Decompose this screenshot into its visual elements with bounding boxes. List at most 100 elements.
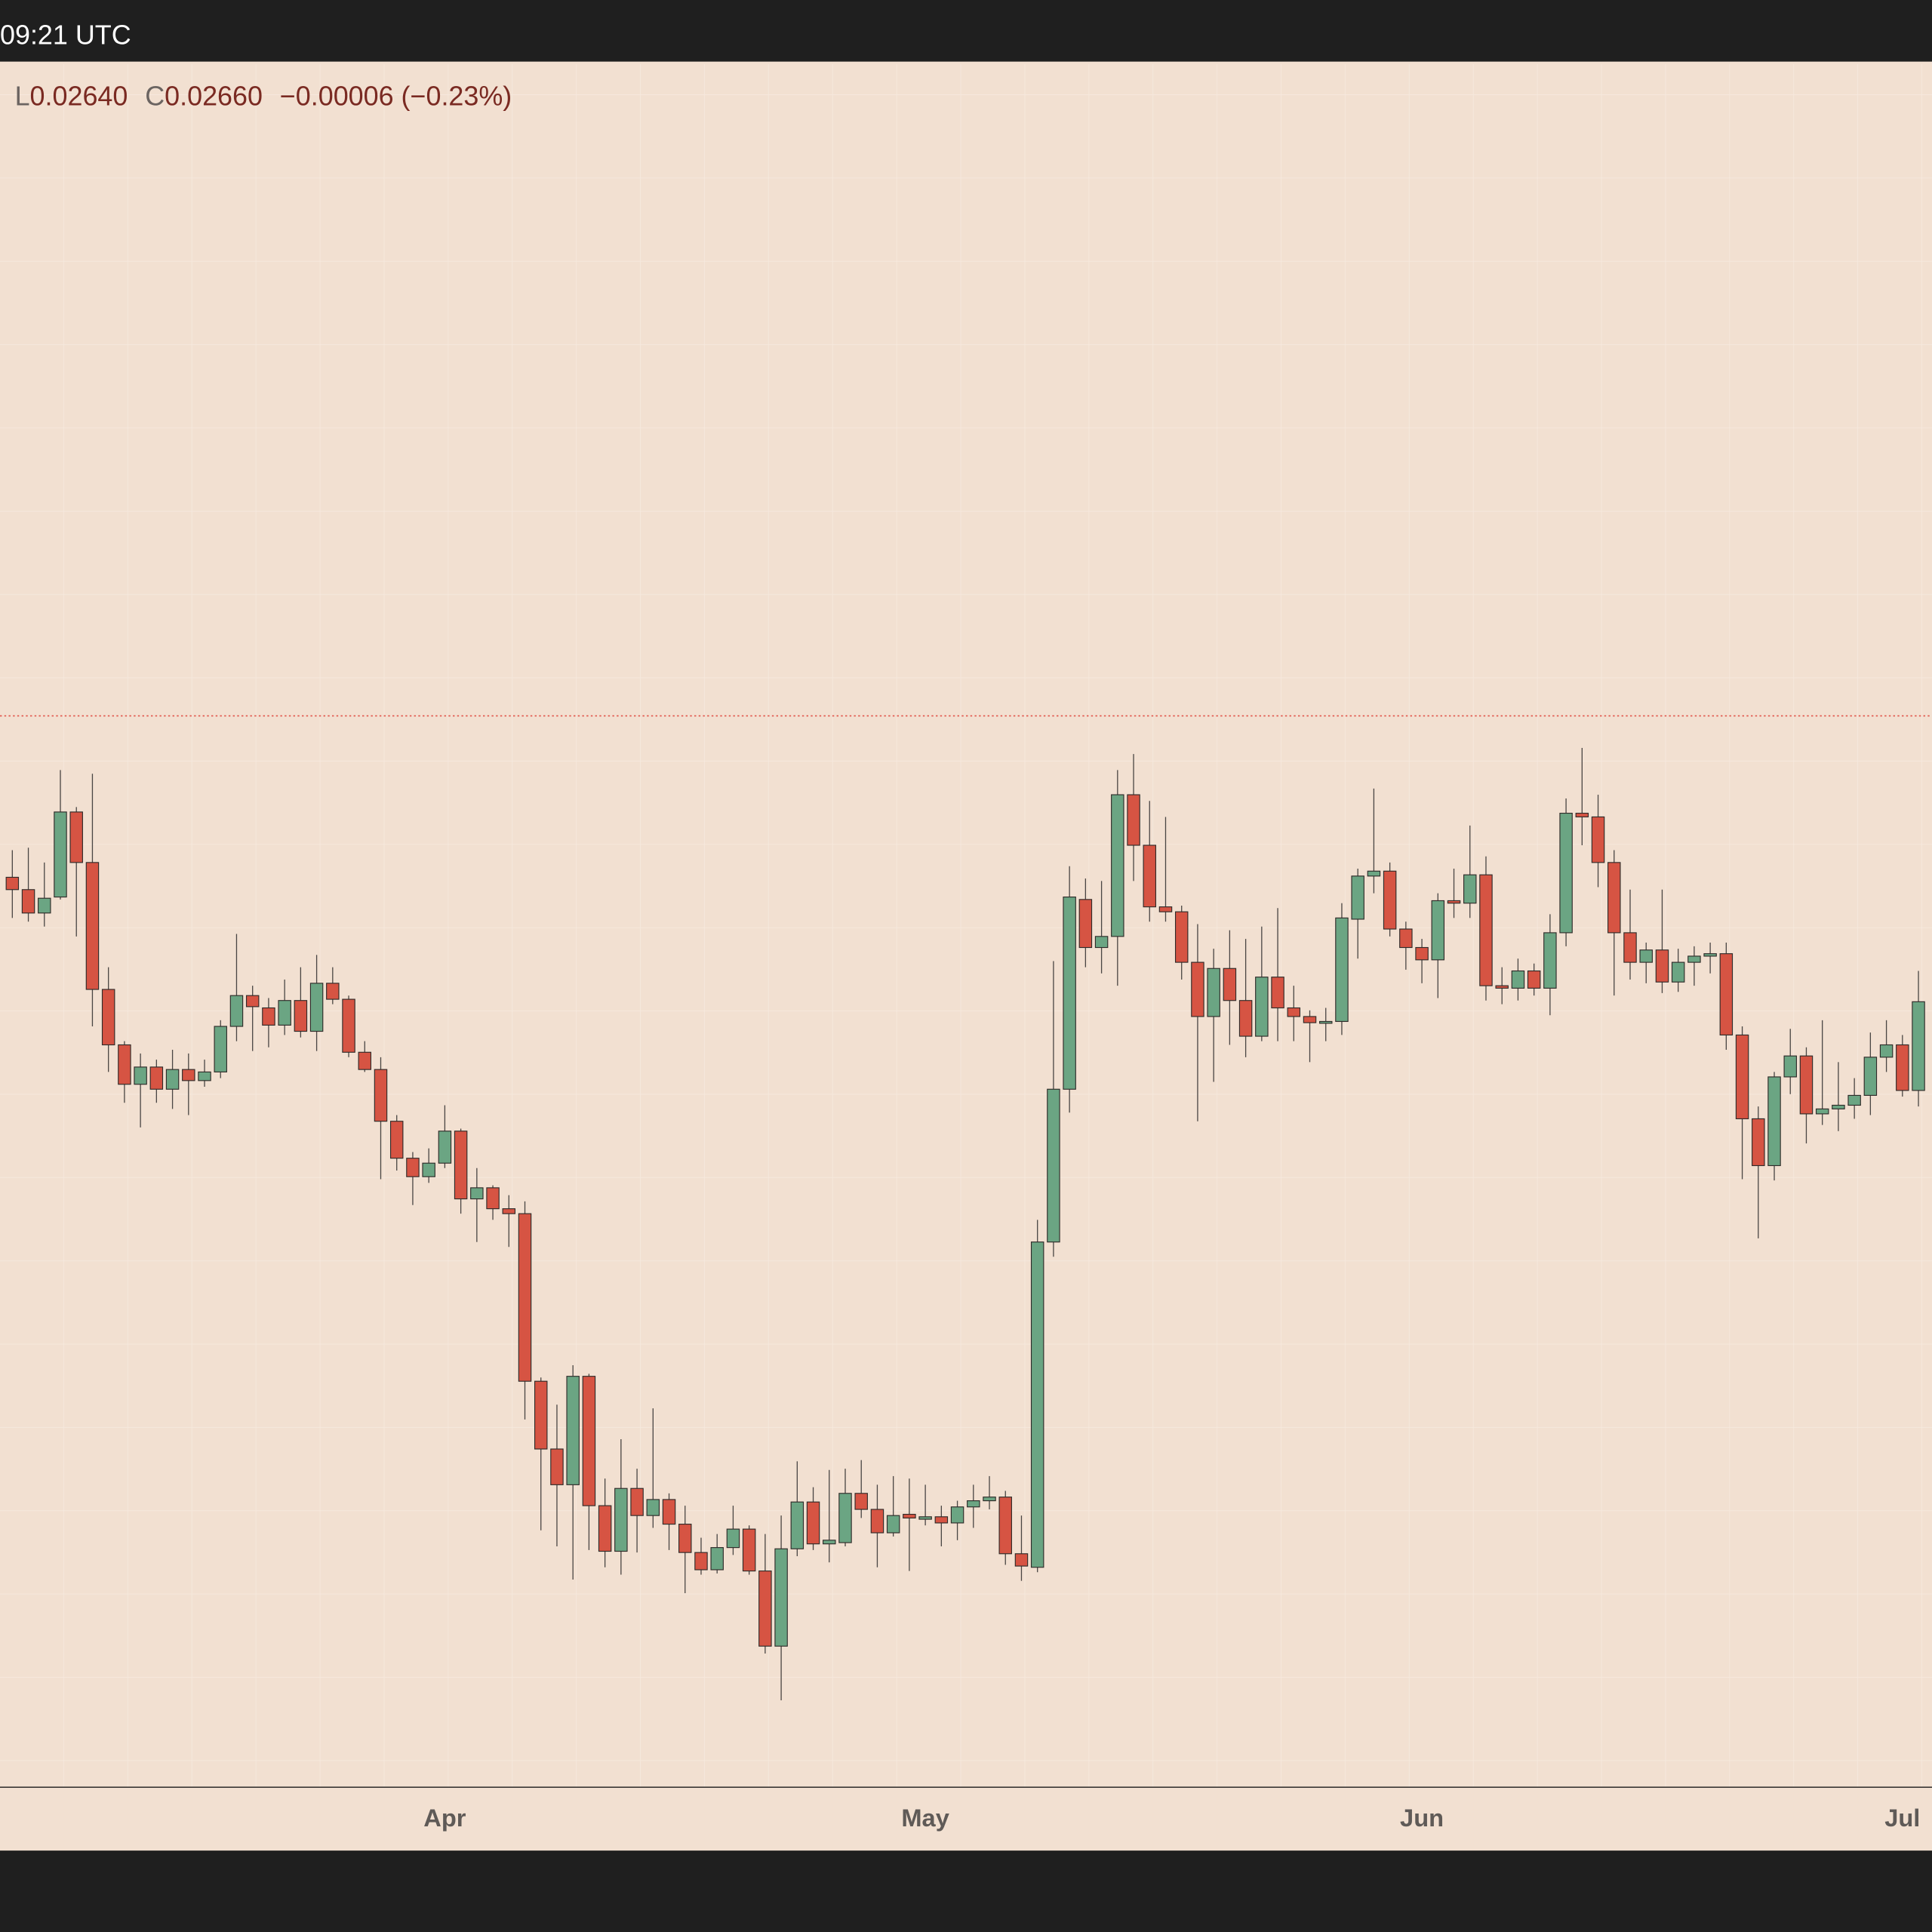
- candle-body: [165, 1069, 180, 1090]
- candle-body: [1655, 949, 1669, 983]
- candle-body: [1671, 961, 1685, 983]
- x-tick-label: May: [901, 1804, 949, 1832]
- candle-body: [694, 1552, 708, 1571]
- candle-body: [646, 1499, 660, 1516]
- candle-body: [967, 1500, 980, 1508]
- grid-background: [0, 63, 1932, 1787]
- candle-body: [1511, 970, 1525, 989]
- ohlc-header: L0.02640 C0.02660 −0.00006 (−0.23%): [15, 81, 512, 112]
- candle-body: [1063, 897, 1076, 1090]
- candle-body: [1303, 1016, 1317, 1023]
- candle-body: [1287, 1007, 1301, 1017]
- candle-body: [790, 1501, 804, 1549]
- candle-body: [950, 1506, 964, 1524]
- candle-body: [1431, 900, 1445, 961]
- candle-body: [1447, 900, 1461, 904]
- candle-body: [1879, 1044, 1894, 1058]
- candle-body: [1863, 1057, 1878, 1096]
- candle-body: [1591, 816, 1605, 863]
- candle-body: [54, 811, 67, 898]
- x-tick-label: Jul: [1884, 1804, 1920, 1832]
- candle-body: [1719, 953, 1734, 1035]
- candle-body: [823, 1540, 836, 1545]
- candle-body: [758, 1571, 772, 1647]
- candle-body: [983, 1497, 996, 1502]
- candle-body: [1623, 932, 1637, 963]
- candle-body: [1495, 985, 1509, 989]
- candle-body: [101, 989, 115, 1046]
- candle-body: [309, 983, 324, 1032]
- candle-body: [1158, 906, 1173, 912]
- header-value: 0.02660: [165, 81, 263, 112]
- candle-body: [1832, 1104, 1845, 1109]
- candle-body: [278, 1000, 291, 1026]
- candle-body: [486, 1187, 500, 1210]
- candle-body: [566, 1376, 580, 1485]
- candle-body: [1479, 874, 1493, 986]
- candle-body: [470, 1187, 484, 1200]
- candle-body: [806, 1501, 820, 1545]
- candle-body: [1047, 1088, 1060, 1243]
- candle-body: [118, 1044, 131, 1085]
- candle-body: [214, 1026, 227, 1072]
- candle-body: [1639, 949, 1653, 963]
- candle-body: [582, 1376, 596, 1506]
- candle-body: [870, 1509, 884, 1534]
- candle-body: [1559, 812, 1573, 934]
- candle-body: [1687, 955, 1701, 963]
- candle-body: [1127, 794, 1140, 846]
- header-label: L: [15, 81, 30, 112]
- candle-body: [1912, 1001, 1925, 1091]
- candle-body: [838, 1493, 852, 1543]
- candle-body: [1223, 968, 1237, 1001]
- candle-body: [69, 811, 83, 863]
- candle-body: [1014, 1553, 1029, 1567]
- candle-body: [1078, 899, 1093, 949]
- candle-body: [438, 1131, 452, 1164]
- candle-body: [726, 1528, 740, 1549]
- candle-body: [1399, 928, 1413, 949]
- candle-body: [5, 876, 20, 891]
- candle-body: [1030, 1241, 1044, 1568]
- candle-body: [614, 1487, 628, 1552]
- candle-body: [134, 1066, 147, 1085]
- candle-body: [1174, 911, 1189, 963]
- candle-body: [1351, 875, 1364, 920]
- candle-body: [534, 1380, 548, 1450]
- candle-body: [406, 1158, 420, 1177]
- candle-body: [1463, 874, 1477, 904]
- candle-body: [518, 1213, 532, 1382]
- candle-body: [1783, 1055, 1797, 1078]
- header-value: 0.02640: [30, 81, 128, 112]
- candle-body: [389, 1121, 404, 1159]
- candle-body: [342, 998, 355, 1053]
- time-label: 09:21 UTC: [0, 19, 131, 50]
- candle-body: [1255, 977, 1269, 1037]
- candle-body: [1752, 1118, 1765, 1167]
- candle-body: [678, 1524, 692, 1553]
- candle-body: [454, 1131, 468, 1200]
- candle-body: [934, 1516, 949, 1524]
- candle-body: [1575, 812, 1589, 818]
- candle-body: [1735, 1034, 1749, 1120]
- bottom-bar: [0, 1850, 1932, 1932]
- candle-body: [998, 1497, 1012, 1555]
- candle-body: [550, 1448, 564, 1485]
- candle-body: [1271, 977, 1284, 1009]
- candle-body: [1238, 1000, 1253, 1037]
- candle-body: [1799, 1055, 1814, 1115]
- candle-body: [182, 1069, 195, 1081]
- candle-body: [710, 1547, 724, 1571]
- header-label: C: [145, 81, 165, 112]
- candle-body: [662, 1499, 676, 1525]
- candle-body: [1094, 936, 1109, 949]
- top-bar: [0, 0, 1932, 62]
- candle-body: [198, 1071, 211, 1081]
- candle-body: [1207, 968, 1220, 1017]
- candle-body: [326, 983, 340, 1000]
- x-tick-label: Apr: [423, 1804, 466, 1832]
- candle-body: [1703, 953, 1717, 957]
